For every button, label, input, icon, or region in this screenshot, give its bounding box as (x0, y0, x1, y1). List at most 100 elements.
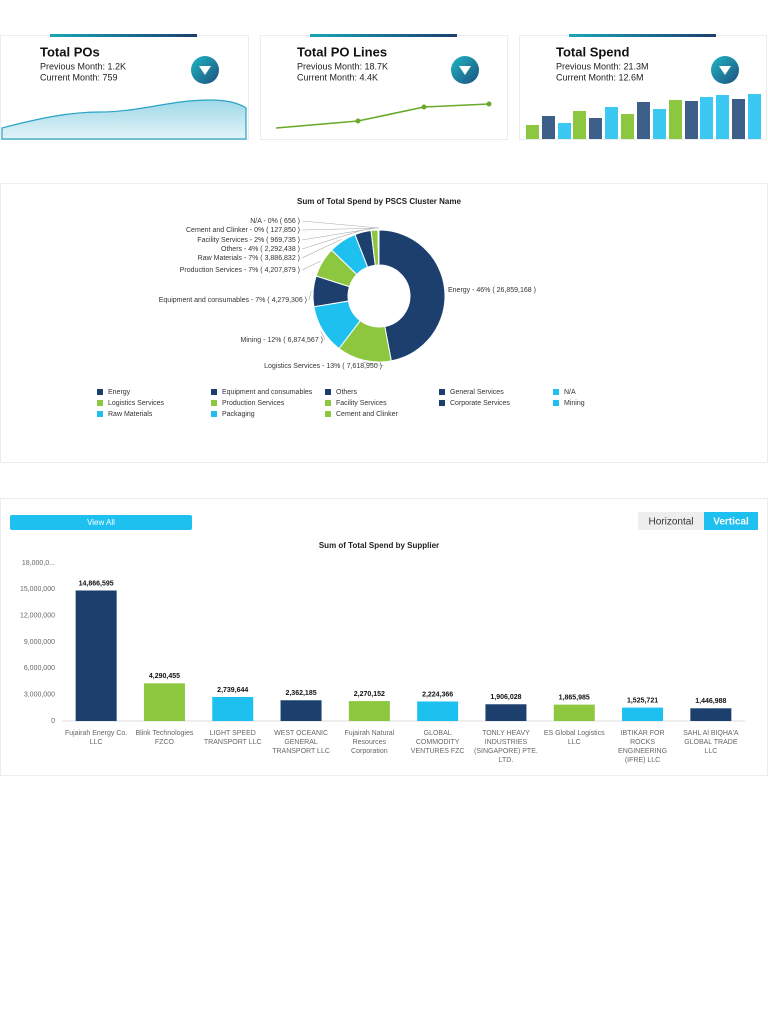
legend-label: Logistics Services (108, 400, 165, 407)
bar-value-label: 2,362,185 (285, 690, 316, 697)
bar (417, 701, 459, 721)
card: Total Spend Previous Month: 21.3M Curren… (519, 34, 767, 140)
pie-slice (378, 229, 446, 362)
bar (553, 704, 595, 721)
sparkline (275, 103, 490, 129)
slice-label: Energy - 46% ( 26,859,168 ) (448, 287, 536, 294)
card-previous: Previous Month: 18.7K (297, 61, 388, 71)
legend-label: Mining (564, 400, 585, 407)
sparkline-dot (486, 101, 492, 107)
leader-line (301, 227, 379, 231)
slice-label: Equipment and consumables - 7% ( 4,279,3… (159, 297, 307, 304)
x-tick-label: WEST OCEANIC GENERAL TRANSPORT LLC (272, 730, 330, 755)
bar (75, 590, 117, 721)
card-accent (50, 34, 197, 37)
legend-label: Raw Materials (108, 411, 153, 418)
legend-label: Facility Services (336, 400, 387, 407)
card-accent (310, 34, 457, 37)
dropdown-icon (459, 66, 471, 75)
legend-swatch (553, 389, 559, 395)
bar-value-label: 1,525,721 (627, 697, 658, 704)
leader-line (301, 239, 342, 259)
legend-swatch (211, 411, 217, 417)
bar (690, 708, 732, 721)
y-tick-label: 18,000,0... (22, 560, 55, 567)
y-tick-label: 12,000,000 (20, 613, 55, 620)
x-tick-label: Fujairah Natural Resources Corporation (344, 730, 395, 755)
sparkbars (526, 94, 761, 139)
legend-label: Packaging (222, 411, 255, 418)
legend-label: General Services (450, 389, 504, 396)
x-tick-label: Fujairah Energy Co. LLC (65, 730, 128, 746)
legend-label: Cement and Clinker (336, 411, 399, 418)
x-tick-label: Blink Technologies FZCO (135, 730, 194, 746)
legend-label: Others (336, 389, 358, 396)
toggle-vertical[interactable] (704, 512, 758, 530)
sparkline-area (1, 99, 247, 140)
legend-swatch (97, 389, 103, 395)
bar (622, 707, 664, 721)
leader-line (301, 260, 321, 271)
card-frame (260, 35, 508, 140)
legend-label: Corporate Services (450, 400, 510, 407)
x-tick-label: IBTIKAR FOR ROCKS ENGINEERING (IFRE) LLC (618, 730, 668, 764)
leader-line (363, 361, 385, 367)
legend-label: Production Services (222, 400, 285, 407)
toggle-vertical-label: Vertical (713, 517, 749, 528)
slice-label: Raw Materials - 7% ( 3,886,832 ) (198, 255, 300, 262)
y-tick-label: 9,000,000 (24, 639, 55, 646)
legend-swatch (325, 411, 331, 417)
toggle-horizontal[interactable] (638, 512, 704, 530)
card-current: Current Month: 759 (40, 72, 118, 82)
dropdown-icon (719, 66, 731, 75)
legend-swatch (211, 400, 217, 406)
chart-title: Sum of Total Spend by Supplier (319, 541, 439, 550)
y-tick-label: 0 (51, 718, 55, 725)
card-title: Total POs (40, 44, 100, 59)
slice-label: N/A - 0% ( 656 ) (250, 218, 300, 225)
view-all-button[interactable] (10, 515, 192, 530)
y-tick-label: 15,000,000 (20, 586, 55, 593)
card: Total PO Lines Previous Month: 18.7K Cur… (260, 34, 508, 140)
card-current: Current Month: 12.6M (556, 72, 644, 82)
bar (280, 700, 322, 721)
slice-label: Logistics Services - 13% ( 7,618,950 ) (264, 363, 382, 370)
bar (348, 701, 390, 721)
legend-swatch (97, 400, 103, 406)
legend-label: Equipment and consumables (222, 389, 313, 396)
bar-value-label: 14,866,595 (79, 580, 114, 587)
legend-label: Energy (108, 389, 131, 396)
leader-line (320, 330, 326, 341)
y-tick-label: 3,000,000 (24, 692, 55, 699)
legend-label: N/A (564, 389, 576, 396)
bar-value-label: 2,224,366 (422, 691, 453, 698)
leader-line (301, 227, 375, 241)
card-accent (569, 34, 716, 37)
bar-value-label: 4,290,455 (149, 673, 180, 680)
x-tick-label: ES Global Logistics LLC (543, 730, 605, 746)
legend-swatch (325, 400, 331, 406)
chart-title: Sum of Total Spend by PSCS Cluster Name (297, 197, 461, 206)
card-current: Current Month: 4.4K (297, 72, 378, 82)
bar-panel (0, 498, 768, 776)
dropdown-icon (199, 66, 211, 75)
bar (212, 696, 254, 721)
legend-swatch (439, 400, 445, 406)
card: Total POs Previous Month: 1.2K Current M… (0, 34, 249, 140)
leader-line (308, 291, 312, 301)
legend-swatch (325, 389, 331, 395)
toggle-horizontal-label: Horizontal (648, 517, 693, 528)
sparkline-dot (421, 104, 427, 110)
x-tick-label: GLOBAL COMMODITY VENTURES FZC (410, 730, 465, 755)
bar (143, 683, 185, 721)
leader-line (301, 220, 380, 229)
bar-value-label: 1,865,985 (559, 694, 590, 701)
legend-swatch (439, 389, 445, 395)
x-tick-label: LIGHT SPEED TRANSPORT LLC (203, 730, 262, 746)
slice-label: Others - 4% ( 2,292,438 ) (221, 246, 300, 253)
bar-value-label: 2,739,644 (217, 687, 248, 694)
bar-value-label: 1,906,028 (490, 694, 521, 701)
view-all-label: View All (87, 518, 115, 527)
